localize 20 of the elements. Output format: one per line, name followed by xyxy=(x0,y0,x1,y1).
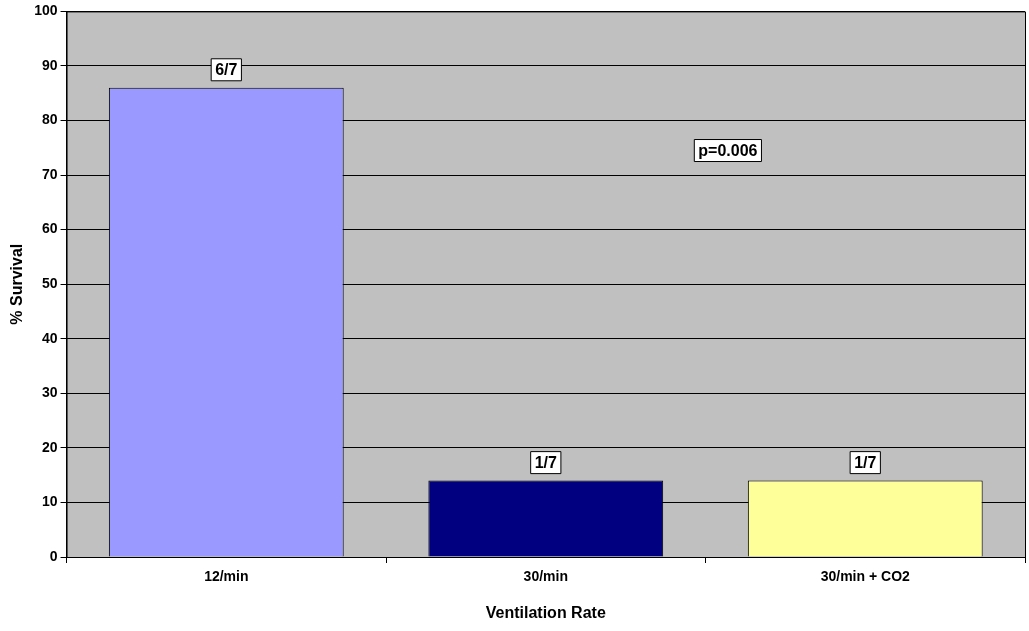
x-tick-label: 12/min xyxy=(204,568,249,585)
x-tick-label: 30/min + CO2 xyxy=(820,568,911,585)
x-tick-label: 30/min xyxy=(523,568,568,585)
annotation: p=0.006 xyxy=(698,141,758,159)
y-tick-label: 80 xyxy=(41,111,58,128)
y-tick-label: 0 xyxy=(49,547,58,564)
y-tick-label: 100 xyxy=(34,2,58,19)
data-label: 1/7 xyxy=(534,454,557,472)
y-tick-label: 50 xyxy=(41,275,58,292)
y-tick-label: 20 xyxy=(41,438,58,455)
y-tick-label: 90 xyxy=(41,56,58,73)
y-tick-label: 30 xyxy=(41,384,58,401)
y-tick-label: 40 xyxy=(41,329,58,346)
data-label: 6/7 xyxy=(215,61,238,79)
y-tick-label: 10 xyxy=(41,493,58,510)
y-axis-title: % Survival xyxy=(8,243,26,325)
data-label: 1/7 xyxy=(854,454,877,472)
y-tick-label: 60 xyxy=(41,220,58,237)
y-tick-label: 70 xyxy=(41,165,58,182)
x-axis-title: Ventilation Rate xyxy=(485,603,606,621)
